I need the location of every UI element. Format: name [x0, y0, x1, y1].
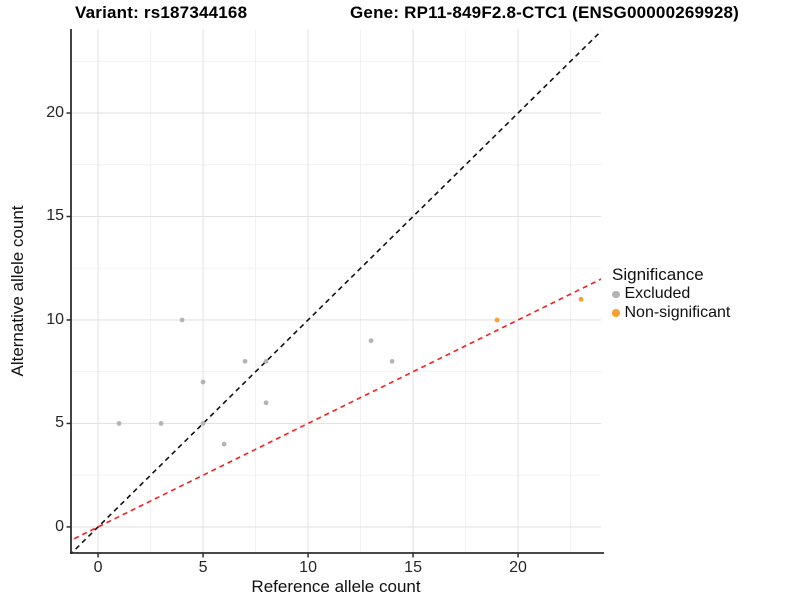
- x-tick-label: 10: [299, 559, 317, 576]
- non-significant-dot-icon: [612, 309, 620, 317]
- variant-title: Variant: rs187344168: [75, 3, 248, 22]
- data-point-excluded: [116, 421, 122, 426]
- data-point-excluded: [368, 338, 374, 344]
- x-tick-label: 0: [93, 559, 103, 576]
- data-point-excluded: [179, 317, 185, 323]
- legend-title: Significance: [612, 265, 704, 284]
- y-tick-label: 20: [46, 104, 64, 122]
- legend-item-non-significant: Non-significant: [612, 304, 730, 323]
- data-point-non-significant: [578, 296, 584, 302]
- data-point-excluded: [389, 358, 395, 364]
- y-tick-label: 0: [55, 517, 64, 535]
- y-axis-label: Alternative allele count: [8, 205, 27, 377]
- data-point-excluded: [263, 400, 269, 406]
- y-tick-label: 10: [46, 310, 64, 328]
- data-point-excluded: [158, 421, 164, 426]
- legend: Significance Excluded Non-significant: [612, 264, 730, 322]
- identity-line: [71, 30, 601, 553]
- y-tick-label: 5: [55, 414, 64, 432]
- data-point-excluded: [200, 379, 206, 385]
- x-tick-label: 20: [509, 559, 527, 576]
- legend-item-label: Non-significant: [624, 303, 731, 321]
- y-tick-label: 15: [46, 207, 64, 225]
- data-point-excluded: [200, 421, 206, 426]
- data-point-excluded: [221, 441, 227, 447]
- x-axis-label: Reference allele count: [251, 577, 421, 596]
- data-point-excluded: [263, 358, 269, 364]
- half-ratio-line: [71, 278, 601, 542]
- gene-title: Gene: RP11-849F2.8-CTC1 (ENSG00000269928…: [350, 3, 740, 22]
- excluded-dot-icon: [612, 290, 620, 298]
- data-point-excluded: [242, 358, 248, 364]
- x-tick-label: 15: [404, 559, 422, 576]
- data-point-non-significant: [494, 317, 500, 323]
- legend-item-label: Excluded: [624, 285, 691, 303]
- legend-item-excluded: Excluded: [612, 285, 730, 304]
- x-tick-label: 5: [198, 559, 208, 576]
